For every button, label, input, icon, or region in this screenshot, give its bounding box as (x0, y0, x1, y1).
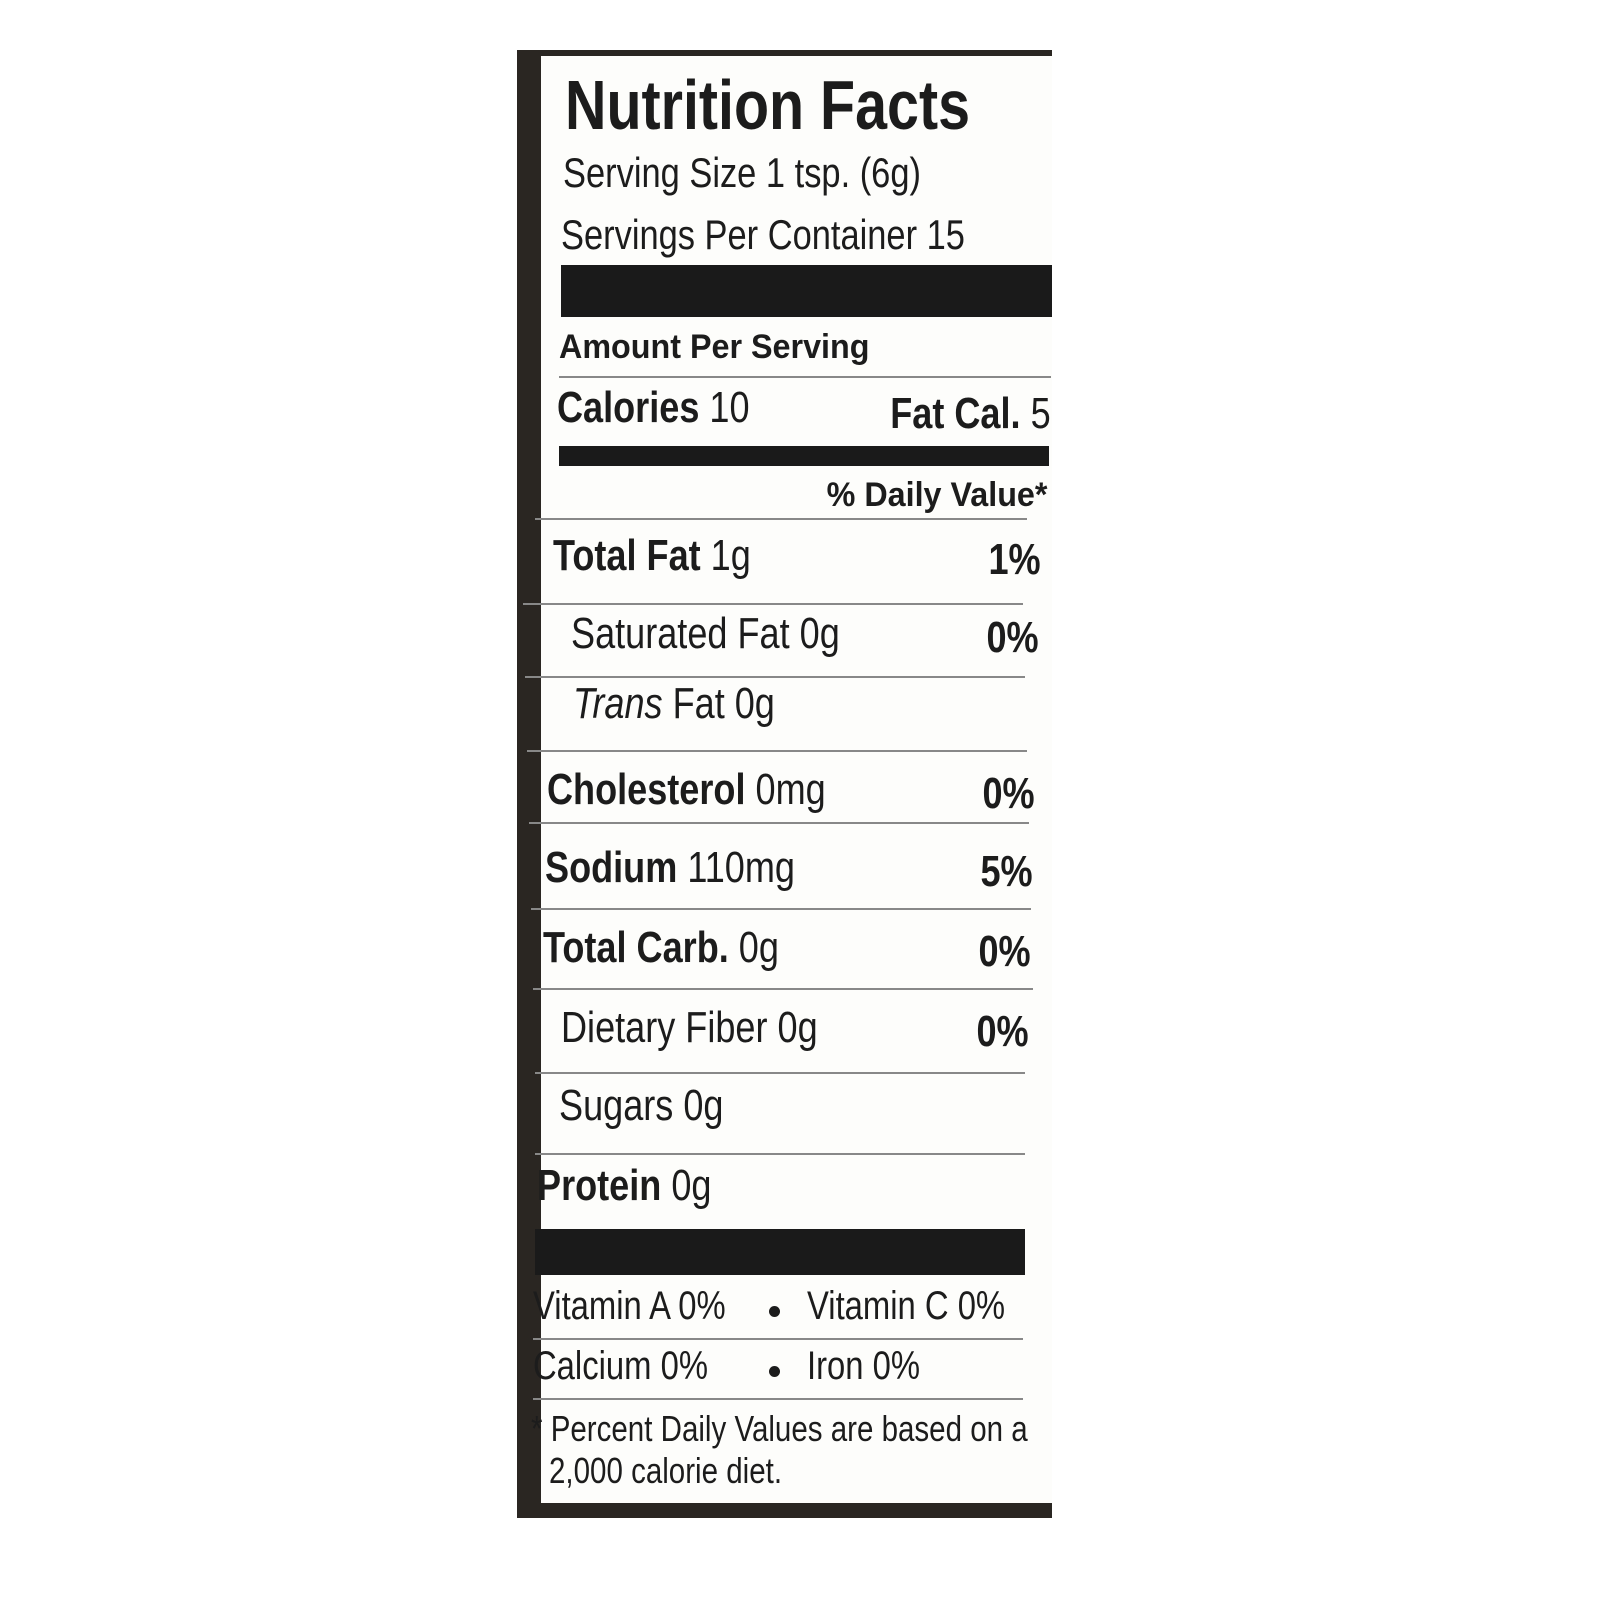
nutrient-amount: 0g (683, 1081, 724, 1130)
title: Nutrition Facts (565, 66, 971, 144)
daily-value-percent: 0% (986, 613, 1039, 662)
rule (531, 908, 1031, 910)
fat-calories-value: 5 (1030, 389, 1051, 438)
rule (523, 603, 1023, 605)
nutrient-row: Protein 0g (537, 1164, 711, 1208)
rule (529, 822, 1029, 824)
label-paper: Nutrition Facts Serving Size 1 tsp. (6g)… (523, 56, 1052, 1503)
nutrient-name: Trans (573, 679, 663, 728)
nutrient-name: Total Fat (553, 531, 701, 580)
vitamin: Vitamin C 0% (807, 1284, 1006, 1328)
bullet (769, 1366, 780, 1377)
nutrient-name: Cholesterol (547, 765, 746, 814)
nutrient-row: Dietary Fiber 0g (561, 1006, 818, 1050)
nutrient-row: Trans Fat 0g (573, 682, 775, 726)
vitamin: Vitamin A 0% (533, 1284, 726, 1328)
calories-name: Calories (557, 383, 700, 432)
calories-value: 10 (709, 383, 750, 432)
daily-value: 0% (983, 772, 1035, 816)
daily-value-percent: 0% (976, 1007, 1029, 1056)
bullet (769, 1306, 780, 1317)
thick-rule (535, 1229, 1025, 1275)
amount-per-serving: Amount Per Serving (559, 328, 870, 366)
servings-per-container: Servings Per Container 15 (561, 211, 965, 258)
nutrient-row: Total Carb. 0g (543, 926, 779, 970)
nutrient-amount: 0g (799, 609, 840, 658)
daily-value: 1% (989, 538, 1041, 582)
vitamin: Calcium 0% (533, 1344, 708, 1388)
rule (533, 988, 1033, 990)
daily-value-percent: 0% (982, 769, 1035, 818)
rule (535, 1072, 1025, 1074)
daily-value: 0% (987, 616, 1039, 660)
nutrient-amount: 0g (671, 1161, 712, 1210)
vitamin: Iron 0% (807, 1344, 921, 1388)
nutrient-name: Dietary Fiber (561, 1003, 768, 1052)
nutrient-amount: 110mg (687, 843, 795, 892)
daily-value: 0% (977, 1010, 1029, 1054)
rule (533, 1398, 1023, 1400)
nutrient-row: Sugars 0g (559, 1084, 723, 1128)
footnote-line: * Percent Daily Values are based on a (531, 1408, 1028, 1449)
daily-value-percent: 5% (980, 847, 1033, 896)
nutrient-name: Sodium (545, 843, 678, 892)
nutrient-amount: Fat 0g (672, 679, 775, 728)
nutrient-row: Cholesterol 0mg (547, 768, 826, 812)
daily-value-percent: 1% (988, 535, 1041, 584)
nutrient-name: Sugars (559, 1081, 674, 1130)
rule (525, 676, 1025, 678)
nutrient-amount: 0g (738, 923, 779, 972)
daily-value-percent: 0% (978, 927, 1031, 976)
nutrient-amount: 0g (777, 1003, 818, 1052)
daily-value: 5% (981, 850, 1033, 894)
rule (535, 518, 1027, 520)
serving-size: Serving Size 1 tsp. (6g) (563, 149, 921, 196)
rule (527, 750, 1027, 752)
daily-value-header: % Daily Value* (826, 476, 1047, 514)
rule (559, 376, 1051, 378)
thick-rule (561, 265, 1052, 317)
fat-calories: Fat Cal. 5 (891, 392, 1051, 436)
nutrient-row: Saturated Fat 0g (571, 612, 840, 656)
label-panel: Nutrition Facts Serving Size 1 tsp. (6g)… (517, 50, 1052, 1518)
calories: Calories 10 (557, 386, 750, 430)
nutrient-amount: 0mg (755, 765, 826, 814)
footnote-line: 2,000 calorie diet. (549, 1450, 783, 1491)
nutrient-amount: 1g (710, 531, 751, 580)
nutrient-name: Protein (537, 1161, 662, 1210)
nutrient-row: Sodium 110mg (545, 846, 795, 890)
rule (533, 1338, 1023, 1340)
rule (535, 1153, 1025, 1155)
medium-rule (559, 446, 1049, 466)
nutrient-name: Saturated Fat (571, 609, 790, 658)
fat-calories-name: Fat Cal. (890, 389, 1021, 438)
nutrient-row: Total Fat 1g (553, 534, 751, 578)
daily-value: 0% (979, 930, 1031, 974)
nutrient-name: Total Carb. (543, 923, 729, 972)
